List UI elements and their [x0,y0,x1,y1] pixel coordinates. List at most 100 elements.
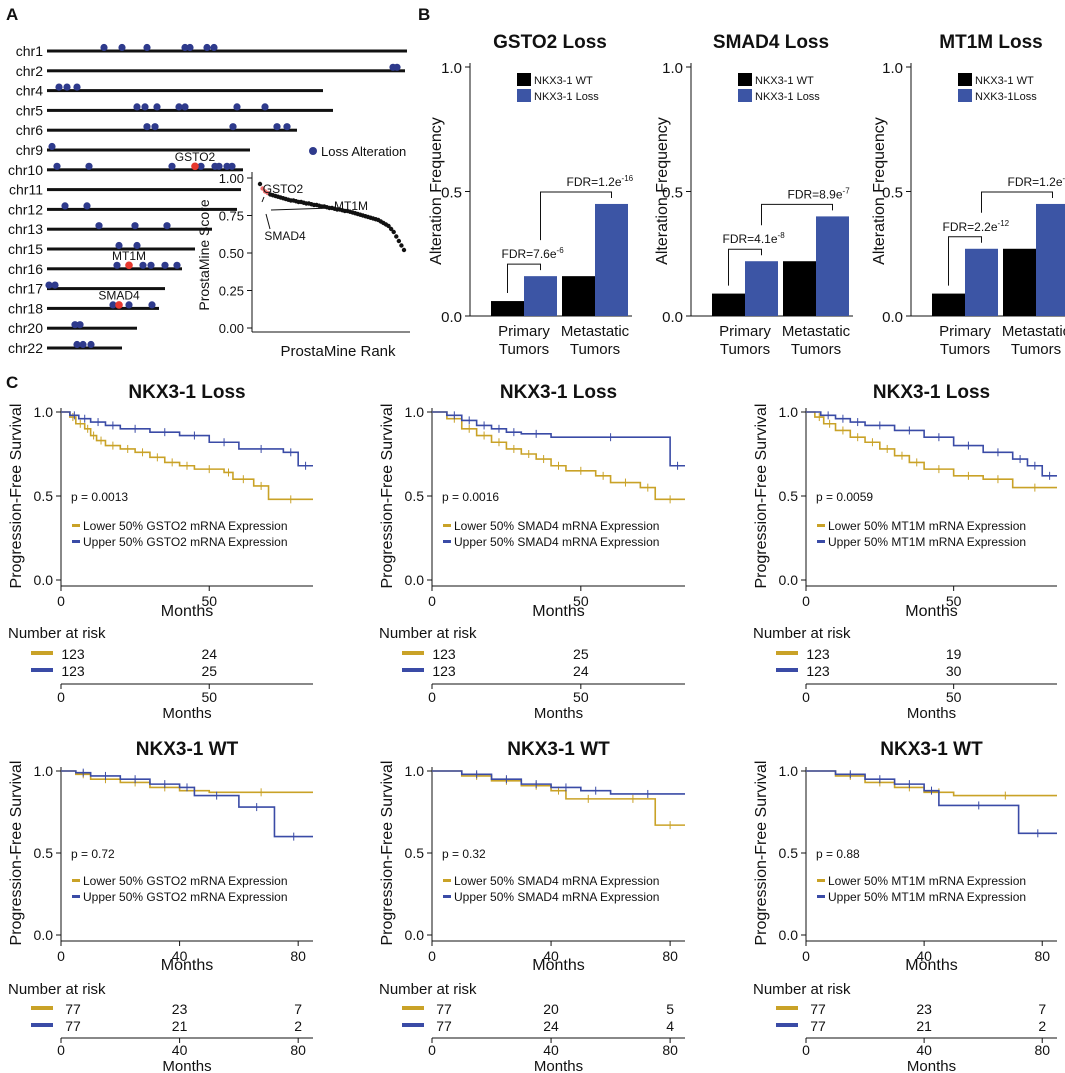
chart-layer: chr1 chr2 chr4 chr5 chr6 chr9 chr10 GSTO2 chr11 c… [8,32,1065,1073]
loss-dot-chr15-1 [133,241,141,250]
km-wt-gsto2-ytick-label-1: 0.5 [34,845,54,861]
km-loss-gsto2-risk-swatch-0 [31,651,53,655]
gsto2-bar-ytick-label-1: 0.5 [441,185,462,202]
km-wt-smad4-legend-swatch-0 [443,879,451,882]
mt1m-bar-legend-swatch-1 [958,89,972,102]
km-loss-gsto2-risk-xtick-label-1: 50 [201,689,217,705]
chrom-label-chr13: chr13 [8,221,43,237]
km-loss-gsto2-risk-x-label: Months [162,705,211,722]
rank-x-label: ProstaMine Rank [280,343,396,360]
km-loss-gsto2-curve-s0 [61,411,313,501]
loss-dot-chr20-0 [71,321,79,329]
km-wt-gsto2-risk-value-0-2: 7 [294,1001,302,1017]
km-loss-mt1m-ytick-label-0: 0.0 [779,572,799,588]
mt1m-bar-fdr-primary-exp: -12 [998,219,1010,228]
km-loss-gsto2-risk-title: Number at risk [8,625,106,642]
km-loss-mt1m-legend-label-1: Upper 50% MT1M mRNA Expression [828,535,1026,549]
mt1m-bar-ytick-label-1: 0.5 [882,185,903,202]
km-loss-gsto2-curve-s1 [61,411,313,467]
km-wt-mt1m-curve-s1 [806,770,1057,835]
km-loss-mt1m-pvalue: p = 0.0059 [816,490,873,504]
chrom-label-chr22: chr22 [8,340,43,356]
chrom-bar-chr6 [47,128,297,132]
km-wt-gsto2-risk-xtick-label-0: 0 [57,1042,65,1058]
km-wt-smad4-risk-swatch-0 [402,1006,424,1010]
km-loss-gsto2-risk-value-0-1: 24 [201,646,217,662]
loss-dot-chr2-1 [393,63,401,71]
loss-dot-chr17-0 [45,281,53,289]
km-loss-smad4-x-label: Months [532,603,584,620]
km-loss-smad4-pvalue: p = 0.0016 [442,490,499,504]
chrom-label-chr11: chr11 [9,182,43,198]
km-wt-gsto2-ytick-label-0: 0.0 [34,927,54,943]
smad4-bar-cat-1-line1: Metastatic [782,323,851,340]
loss-dot-chr10-6 [223,162,231,170]
km-wt-smad4-risk-value-1-2: 4 [666,1018,674,1034]
km-wt-gsto2-risk-swatch-0 [31,1006,53,1010]
chrom-label-chr18: chr18 [8,300,43,316]
km-wt-mt1m-legend-swatch-0 [817,879,825,882]
km-wt-smad4-ytick-label-2: 1.0 [405,763,425,779]
km-wt-smad4-curve-s0 [432,770,685,826]
km-loss-smad4-risk-value-1-1: 24 [573,663,589,679]
km-wt-mt1m-risk-swatch-0 [776,1006,798,1010]
km-wt-gsto2-risk-swatch-1 [31,1023,53,1027]
smad4-bar-ytick-label-0: 0.0 [662,309,683,326]
km-loss-smad4-risk-value-0-0: 123 [432,646,456,662]
km-loss-smad4-curve-s0 [432,411,685,501]
loss-dot-chr12-0 [61,202,69,210]
chrom-label-chr20: chr20 [8,320,43,336]
smad4-bar-bracket-primary [728,248,762,286]
km-wt-mt1m-y-label: Progression-Free Survival [753,761,770,946]
mt1m-bar-legend-label-0: NKX3-1 WT [975,75,1034,87]
km-wt-gsto2-risk-x-label: Months [162,1058,211,1073]
rank-label-mt1m: MT1M [334,199,368,213]
km-loss-mt1m-legend-swatch-0 [817,524,825,527]
km-wt-gsto2-risk-value-1-1: 21 [172,1018,188,1034]
km-loss-smad4-curve-s1 [432,411,685,467]
panel-label-a: A [6,5,18,24]
loss-dot-chr18-0 [109,301,117,309]
chrom-bar-chr12 [47,207,237,211]
km-wt-smad4-risk-value-0-2: 5 [666,1001,674,1017]
km-wt-smad4-legend-label-0: Lower 50% SMAD4 mRNA Expression [454,874,659,888]
loss-dot-chr5-0 [133,103,141,111]
smad4-bar-fdr-metastatic: FDR=8.9e-7 [788,186,851,201]
km-wt-mt1m-xtick-label-0: 0 [802,948,810,964]
km-wt-smad4-risk-value-1-0: 77 [436,1018,452,1034]
chrom-bar-chr11 [47,188,241,192]
chrom-bar-chr1 [47,49,407,53]
chrom-label-chr9: chr9 [16,142,43,158]
loss-dot-chr18-1 [125,301,133,309]
km-loss-smad4-risk-value-1-0: 123 [432,663,456,679]
rank-pointer-gsto2 [261,196,265,203]
mt1m-bar-cat-1-line1: Metastatic [1002,323,1065,340]
loss-dot-chr18-2 [148,301,156,309]
km-loss-gsto2-legend-label-0: Lower 50% GSTO2 mRNA Expression [83,519,288,533]
km-wt-gsto2-legend-label-1: Upper 50% GSTO2 mRNA Expression [83,890,288,904]
km-loss-mt1m-risk-value-1-1: 30 [946,663,962,679]
km-loss-smad4-risk-value-0-1: 25 [573,646,589,662]
km-wt-gsto2-risk-xtick-label-1: 40 [172,1042,188,1058]
smad4-bar-y-label: Alteration Frequency [654,117,671,265]
km-wt-gsto2-x-label: Months [161,957,213,974]
km-wt-mt1m-risk-xtick-label-2: 80 [1034,1042,1050,1058]
km-wt-smad4-risk-x-label: Months [534,1058,583,1073]
smad4-bar-bar-s1-c1 [816,216,849,316]
rank-point-54 [396,238,402,244]
chrom-bar-chr10 [47,168,243,172]
km-loss-mt1m-legend-swatch-1 [817,540,825,543]
km-wt-mt1m-risk-xtick-label-0: 0 [802,1042,810,1058]
km-loss-mt1m-risk-xtick-label-0: 0 [802,689,810,705]
loss-dot-chr5-3 [175,103,183,111]
km-loss-mt1m-ytick-label-2: 1.0 [779,404,799,420]
km-loss-smad4-y-label: Progression-Free Survival [379,404,396,589]
chrom-label-chr2: chr2 [16,63,43,79]
km-wt-gsto2-risk-value-1-2: 2 [294,1018,302,1034]
loss-dot-chr5-6 [261,103,269,111]
km-loss-gsto2-ytick-label-2: 1.0 [34,404,54,420]
km-wt-mt1m-risk-value-1-1: 21 [916,1018,932,1034]
km-wt-mt1m-ytick-label-1: 0.5 [779,845,799,861]
km-loss-smad4-legend-swatch-1 [443,540,451,543]
rank-point-53 [394,234,399,239]
